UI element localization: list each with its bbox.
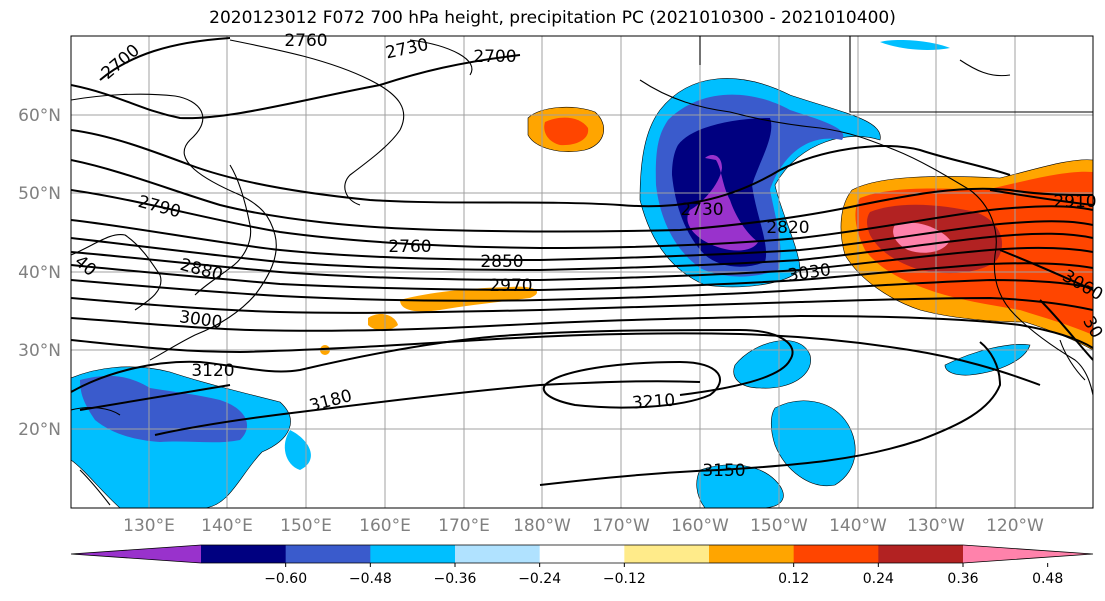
- lat-label-40n: 40°N: [18, 263, 61, 283]
- precip-shading: [71, 40, 1093, 508]
- contour-label-2970: 2970: [489, 276, 532, 296]
- height-contours: [71, 37, 1093, 486]
- colorbar-bin: [624, 545, 710, 563]
- colorbar-bin: [709, 545, 795, 563]
- contour-label-3120: 3120: [191, 361, 234, 381]
- colorbar-tick-label: −0.24: [518, 571, 561, 587]
- contour-label-3180: 3180: [307, 386, 354, 417]
- lon-label-120w: 120°W: [986, 516, 1044, 536]
- map-title: 2020123012 F072 700 hPa height, precipit…: [209, 8, 896, 28]
- lon-label-150e: 150°E: [280, 516, 332, 536]
- map-frame: [70, 35, 1094, 509]
- contour-label-3210: 3210: [631, 391, 676, 414]
- colorbar-bin: [793, 545, 879, 563]
- colorbar-bin: [539, 545, 625, 563]
- lat-label-50n: 50°N: [18, 184, 61, 204]
- colorbar-bin: [370, 545, 456, 563]
- lon-label-160w: 160°W: [671, 516, 729, 536]
- colorbar-tick-label: 0.36: [947, 571, 978, 587]
- lon-label-140e: 140°E: [201, 516, 253, 536]
- colorbar-outline: [70, 544, 1094, 564]
- colorbar: −0.60 −0.48 −0.36 −0.24 −0.12 0.12 0.24 0.36 0.4…: [70, 544, 1094, 587]
- contour-label-2700: 2700: [473, 47, 516, 67]
- contour-label-2730-alaska: 2730: [680, 200, 723, 220]
- lat-label-30n: 30°N: [18, 341, 61, 361]
- contour-label-3150: 3150: [702, 461, 745, 481]
- colorbar-extend-low: [71, 545, 201, 563]
- lat-label-60n: 60°N: [18, 106, 61, 126]
- latitude-labels: 60°N 50°N 40°N 30°N 20°N: [18, 106, 61, 440]
- contour-label-2700-west: 2700: [98, 41, 144, 84]
- lon-label-170w: 170°W: [592, 516, 650, 536]
- lon-label-150w: 150°W: [750, 516, 808, 536]
- coastlines: [71, 36, 1093, 506]
- colorbar-bin: [285, 545, 371, 563]
- lon-label-130w: 130°W: [907, 516, 965, 536]
- colorbar-tick-label: −0.48: [349, 571, 392, 587]
- lat-label-20n: 20°N: [18, 420, 61, 440]
- lon-label-160e: 160°E: [359, 516, 411, 536]
- colorbar-tick-label: −0.60: [264, 571, 307, 587]
- lon-label-130e: 130°E: [123, 516, 175, 536]
- contour-label-40: 40: [70, 252, 99, 281]
- contour-label-3000: 3000: [178, 307, 224, 333]
- contour-label-2760-mid: 2760: [388, 237, 431, 257]
- contour-label-2760: 2760: [284, 31, 327, 51]
- colorbar-tick-label: −0.36: [434, 571, 477, 587]
- contour-label-2880: 2880: [178, 255, 225, 286]
- colorbar-bin: [201, 545, 287, 563]
- colorbar-tick-label: 0.12: [778, 571, 809, 587]
- colorbar-bin: [878, 545, 964, 563]
- colorbar-tick-label: 0.48: [1032, 571, 1063, 587]
- lon-label-180w: 180°W: [513, 516, 571, 536]
- contour-labels: 2760 2730 2700 2700 2790 2760 2850 2970 …: [70, 31, 1105, 481]
- colorbar-bin: [455, 545, 541, 563]
- colorbar-extend-high: [963, 545, 1093, 563]
- contour-label-2790: 2790: [136, 192, 183, 223]
- contour-label-2910: 2910: [1053, 192, 1096, 212]
- lon-label-170e: 170°E: [438, 516, 490, 536]
- colorbar-tick-label: −0.12: [603, 571, 646, 587]
- contour-label-2820: 2820: [766, 218, 809, 238]
- contour-label-2730: 2730: [384, 35, 430, 64]
- lon-label-140w: 140°W: [829, 516, 887, 536]
- longitude-labels: 130°E 140°E 150°E 160°E 170°E 180°W 170°…: [123, 516, 1044, 536]
- contour-label-2850: 2850: [480, 252, 523, 272]
- colorbar-tick-label: 0.24: [863, 571, 894, 587]
